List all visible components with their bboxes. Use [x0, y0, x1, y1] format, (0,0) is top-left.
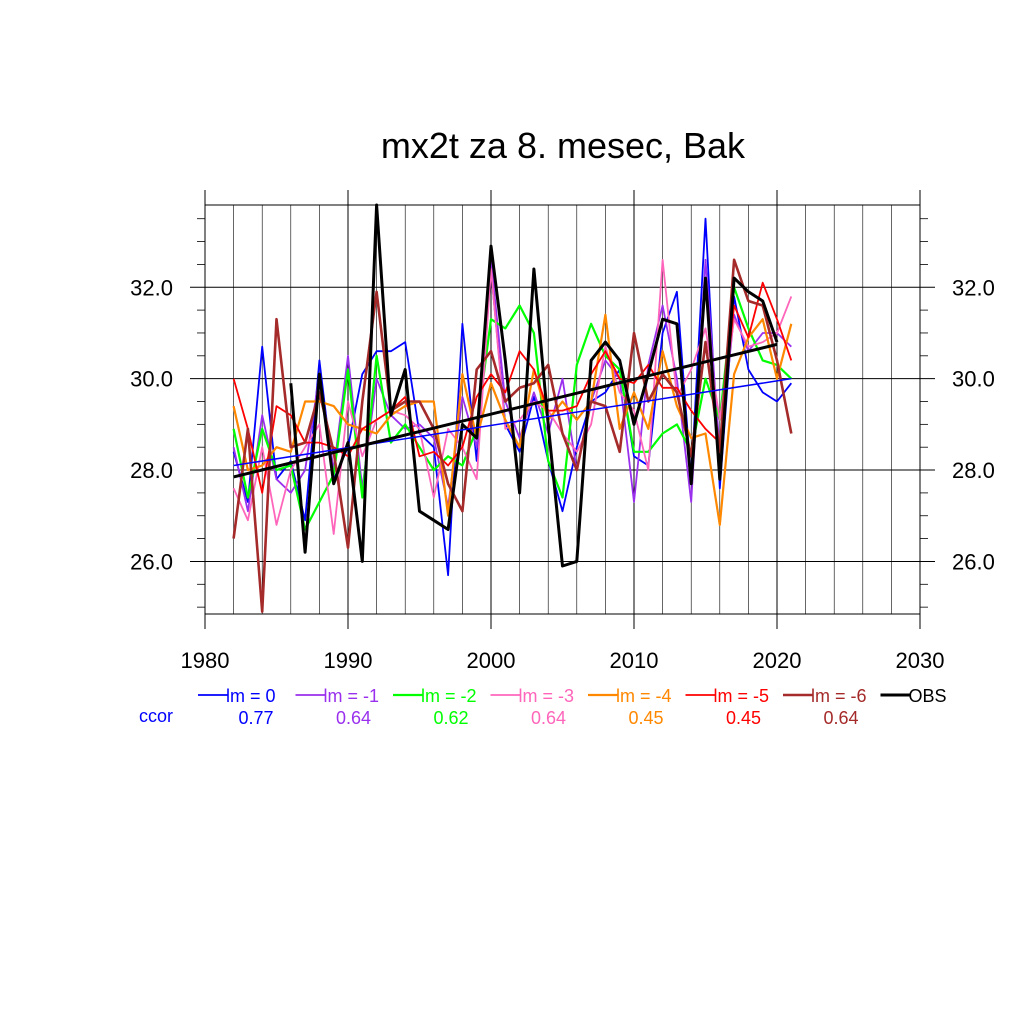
series-line-lm-5: [232, 281, 793, 494]
series-line-lm-2: [232, 286, 793, 531]
ccor-value: 0.64: [531, 708, 566, 728]
ccor-value: 0.64: [336, 708, 371, 728]
y-tick-label-left: 32.0: [130, 275, 173, 300]
y-tick-label-right: 30.0: [952, 367, 995, 392]
legend-entry-label: lm = -5: [714, 686, 770, 706]
legend-entry-label: lm = -4: [616, 686, 672, 706]
series-group: [232, 203, 793, 613]
legend-entry-label: lm = -6: [811, 686, 867, 706]
y-tick-label-right: 32.0: [952, 275, 995, 300]
legend-entry-label: lm = -1: [324, 686, 380, 706]
x-tick-label: 2030: [896, 648, 945, 673]
x-tick-label: 1990: [324, 648, 373, 673]
trend-line-2: [233, 342, 778, 479]
y-tick-label-right: 26.0: [952, 549, 995, 574]
chart-title: mx2t za 8. mesec, Bak: [381, 125, 746, 166]
y-tick-label-right: 28.0: [952, 458, 995, 483]
series-line-obs: [289, 203, 779, 568]
ccor-value: 0.45: [726, 708, 761, 728]
legend-entry-label: OBS: [909, 686, 947, 706]
legend-entry-label: lm = -3: [519, 686, 575, 706]
x-tick-label: 2020: [753, 648, 802, 673]
ccor-value: 0.62: [433, 708, 468, 728]
x-tick-label: 2000: [467, 648, 516, 673]
ccor-value: 0.77: [238, 708, 273, 728]
x-tick-label: 1980: [181, 648, 230, 673]
y-tick-label-left: 26.0: [130, 549, 173, 574]
x-tick-label: 2010: [610, 648, 659, 673]
axes: 26.0 26.0 28.0 28.0 30.0 30.0 32.0 32.0 1980 1990…: [130, 218, 995, 673]
ccor-value: 0.64: [823, 708, 858, 728]
trend-line-1: [233, 377, 792, 467]
ccor-value: 0.45: [628, 708, 663, 728]
legend-entry-label: lm = 0: [226, 686, 276, 706]
y-tick-label-left: 28.0: [130, 458, 173, 483]
ccor-label: ccor: [139, 706, 173, 726]
trend-lines: [233, 342, 792, 479]
legend-entry-label: lm = -2: [421, 686, 477, 706]
y-tick-label-left: 30.0: [130, 367, 173, 392]
